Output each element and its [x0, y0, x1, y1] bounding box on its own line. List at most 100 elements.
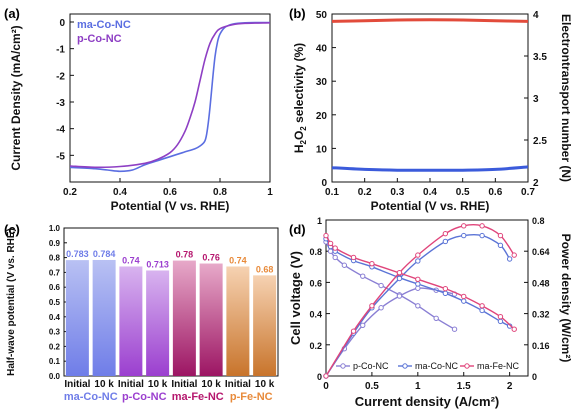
x-axis-label: Potential (V vs. RHE) [111, 199, 230, 213]
x-tick-label: 10 k [94, 379, 114, 390]
y2-axis-label: Electrontransport number (N) [559, 14, 573, 182]
power-point [396, 293, 403, 299]
y-tick-label: 40 [316, 44, 328, 55]
voltage-point [378, 282, 384, 289]
y-tick-label: 30 [316, 77, 328, 88]
bar [146, 270, 170, 376]
x-tick-label: 0.5 [456, 187, 470, 198]
y-axis-label: Half-wave potential (V vs. RHE) [6, 228, 17, 376]
x-tick-label: Initial [64, 379, 90, 390]
y2-tick-label: 2 [533, 178, 539, 189]
voltage-point [461, 293, 467, 300]
y2-tick-label: 0.16 [532, 341, 550, 351]
x-tick-label: 0 [323, 381, 329, 392]
bar-value-label: 0.76 [202, 253, 220, 263]
power-point [396, 269, 403, 276]
legend-marker-ma-Fe-NC [464, 363, 470, 369]
y-tick-label: 0.2 [49, 342, 61, 351]
x-axis-label: Current density (A/cm²) [355, 394, 499, 409]
bar [92, 259, 116, 376]
power-point [511, 252, 517, 258]
legend-marker-ma-Co-NC [402, 363, 408, 369]
panel-d-frame [325, 219, 529, 377]
voltage-point [479, 307, 485, 314]
group-label-ma-Fe-NC: ma-Fe-NC [172, 391, 224, 403]
x-tick-label: 10 k [148, 379, 168, 390]
voltage-point [497, 318, 504, 325]
panel-label-b: (b) [289, 6, 306, 21]
y-tick-label: -2 [56, 71, 65, 82]
voltage-point [332, 254, 338, 261]
bar [226, 266, 250, 376]
x-tick-label: 10 k [201, 379, 221, 390]
legend-label-ma-Co-NC: ma-Co-NC [415, 361, 459, 371]
selectivity-line [331, 18, 529, 23]
panel-label-c: (c) [4, 222, 20, 237]
legend-label-ma-Fe-NC: ma-Fe-NC [477, 361, 519, 371]
x-tick-label: 2 [507, 381, 513, 392]
voltage-curve-ma-Fe-NC [325, 235, 515, 330]
y-axis-label: Cell voltage (V) [288, 251, 303, 345]
power-point [378, 305, 384, 311]
legend-label-ma-Co-NC: ma-Co-NC [77, 19, 131, 31]
group-label-p-Fe-NC: p-Fe-NC [230, 391, 273, 403]
power-point [442, 238, 449, 245]
y-tick-label: 0 [321, 178, 327, 189]
y2-tick-label: 2.5 [533, 136, 547, 147]
bar [253, 275, 277, 376]
x-tick-label: 0.6 [488, 187, 502, 198]
power-point [506, 256, 513, 262]
bar [172, 260, 196, 376]
y-tick-label: 0 [317, 372, 322, 382]
x-tick-label: 0.2 [63, 187, 77, 198]
panel-label-a: (a) [4, 6, 20, 21]
legend-marker-p-Co-NC [340, 363, 346, 369]
power-point [497, 232, 504, 239]
panel-c-chart: 0.0 0.1 0.2 0.3 0.4 0.5 0.6 0.7 0.8 0.9 1.0 Half-wa… [6, 224, 279, 403]
voltage-point [479, 303, 485, 309]
y-tick-label: 0.6 [49, 283, 61, 292]
y-tick-label: 0.5 [49, 298, 61, 307]
voltage-point [323, 232, 329, 239]
voltage-point [360, 273, 366, 279]
series-line-p-Co-NC [69, 22, 271, 169]
power-point [360, 322, 366, 328]
y-tick-label: 0.8 [309, 247, 322, 257]
legend-label-p-Co-NC: p-Co-NC [353, 361, 389, 371]
voltage-point [442, 290, 449, 297]
voltage-point [369, 260, 375, 267]
voltage-point [497, 314, 504, 320]
voltage-point [451, 326, 458, 332]
panel-label-d: (d) [289, 222, 306, 237]
power-point [350, 328, 357, 334]
legend-label-p-Co-NC: p-Co-NC [77, 33, 122, 45]
x-tick-label: 0.2 [358, 187, 372, 198]
y-tick-label: 0.1 [49, 357, 61, 366]
x-tick-label: 0.4 [113, 187, 127, 198]
x-tick-label: 0.8 [213, 187, 227, 198]
y-tick-label: 0.0 [49, 372, 61, 381]
bar [65, 260, 89, 376]
power-point [415, 285, 421, 291]
panel-d-chart: 0 0.5 1 1.5 2 0 0.2 0.4 0.6 0.8 1 0 0.16 0.32 0.48 0.64… [288, 216, 573, 409]
voltage-point [341, 262, 348, 268]
power-curve-ma-Fe-NC [325, 224, 515, 377]
bar-value-label: 0.78 [176, 250, 194, 260]
x-tick-label: 0.1 [325, 187, 339, 198]
y-axis-label: H2O2 selectivity (%) [292, 43, 308, 153]
power-point [396, 275, 403, 282]
x-tick-label: 0.3 [390, 187, 404, 198]
y2-axis-label: Power density (W/cm²) [559, 234, 573, 363]
y-axis-label: Current Density (mA/cm²) [9, 25, 23, 170]
y-tick-label: 10 [316, 144, 328, 155]
y2-tick-label: 0 [532, 372, 537, 382]
x-tick-label: 1.5 [457, 381, 471, 392]
power-point [461, 232, 467, 239]
voltage-point [433, 315, 439, 321]
y-tick-label: 0.9 [49, 239, 61, 248]
bar-value-label: 0.784 [93, 249, 116, 259]
y-tick-label: 0.3 [49, 328, 61, 337]
y-tick-label: 0.8 [49, 254, 61, 263]
x-axis-label: Potential (V vs. RHE) [371, 199, 490, 213]
